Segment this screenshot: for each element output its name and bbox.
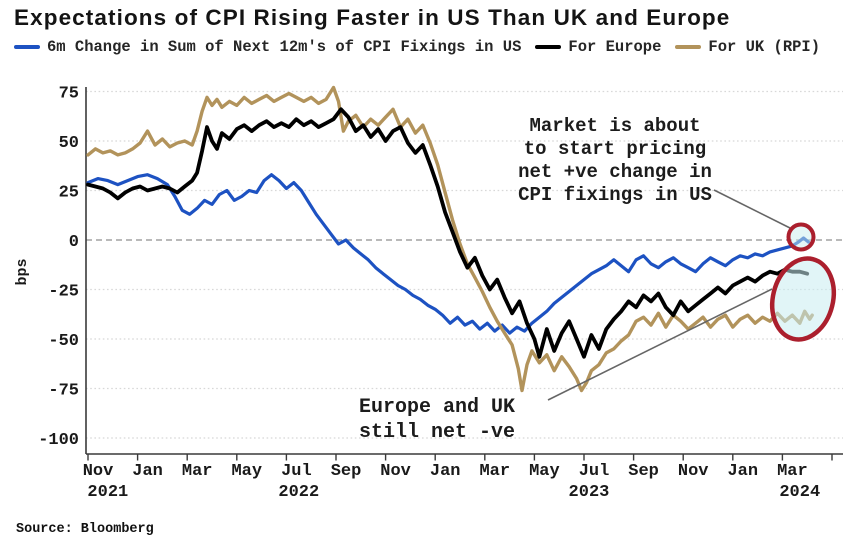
legend-label-europe: For Europe bbox=[568, 38, 662, 56]
x-tick-label: Sep bbox=[331, 462, 362, 481]
x-tick-label: Jan bbox=[430, 462, 461, 481]
year-label: 2022 bbox=[278, 483, 319, 502]
legend-swatch-us bbox=[14, 44, 40, 50]
year-label: 2023 bbox=[569, 483, 610, 502]
legend-swatch-europe bbox=[535, 44, 562, 50]
chart-title: Expectations of CPI Rising Faster in US … bbox=[14, 5, 731, 30]
legend-swatch-uk bbox=[675, 44, 702, 50]
x-tick-label: Mar bbox=[777, 462, 808, 481]
y-tick-label: 75 bbox=[59, 85, 79, 104]
series-line-us bbox=[86, 173, 811, 335]
x-tick-label: Nov bbox=[83, 462, 114, 481]
series-line-uk bbox=[86, 85, 814, 393]
annotation-market-line: Market is about bbox=[529, 115, 700, 137]
x-tick-label: Jan bbox=[132, 462, 163, 481]
y-tick-label: 0 bbox=[69, 233, 79, 252]
annotation-market-line: CPI fixings in US bbox=[518, 184, 712, 206]
legend: 6m Change in Sum of Next 12m's of CPI Fi… bbox=[14, 38, 834, 56]
legend-item-uk: For UK (RPI) bbox=[675, 38, 820, 56]
x-tick-label: Mar bbox=[182, 462, 213, 481]
y-tick-label: -100 bbox=[38, 431, 79, 450]
annotation-europe-line: still net -ve bbox=[359, 421, 515, 444]
annotation-market-line: net +ve change in bbox=[518, 161, 712, 183]
y-tick-label: 25 bbox=[59, 184, 79, 203]
x-tick-label: Nov bbox=[380, 462, 411, 481]
y-tick-label: -75 bbox=[48, 382, 79, 401]
x-tick-label: May bbox=[231, 462, 262, 481]
y-tick-label: 50 bbox=[59, 134, 79, 153]
year-label: 2021 bbox=[87, 483, 128, 502]
annotation-market-line: to start pricing bbox=[524, 138, 706, 160]
legend-item-us: 6m Change in Sum of Next 12m's of CPI Fi… bbox=[14, 38, 521, 56]
market-leader-line bbox=[713, 189, 791, 229]
series-line-europe bbox=[86, 107, 810, 359]
annotation-europe-line: Europe and UK bbox=[359, 396, 515, 419]
x-tick-label: May bbox=[529, 462, 560, 481]
europe-leader-line bbox=[547, 288, 773, 401]
x-tick-label: Nov bbox=[678, 462, 709, 481]
highlight-ellipse-europe-uk bbox=[769, 256, 837, 342]
x-tick-label: Mar bbox=[479, 462, 510, 481]
highlight-circle-us bbox=[786, 222, 816, 252]
x-tick-label: Jul bbox=[281, 462, 312, 481]
legend-label-uk: For UK (RPI) bbox=[708, 38, 821, 56]
x-tick-label: Jul bbox=[579, 462, 610, 481]
legend-item-europe: For Europe bbox=[535, 38, 661, 56]
y-tick-label: -25 bbox=[48, 283, 79, 302]
y-tick-label: -50 bbox=[48, 332, 79, 351]
year-label: 2024 bbox=[779, 483, 820, 502]
y-axis-title: bps bbox=[14, 258, 31, 285]
x-tick-label: Jan bbox=[727, 462, 758, 481]
x-tick-label: Sep bbox=[628, 462, 659, 481]
source-label: Source: Bloomberg bbox=[16, 522, 154, 537]
legend-label-us: 6m Change in Sum of Next 12m's of CPI Fi… bbox=[47, 38, 522, 56]
